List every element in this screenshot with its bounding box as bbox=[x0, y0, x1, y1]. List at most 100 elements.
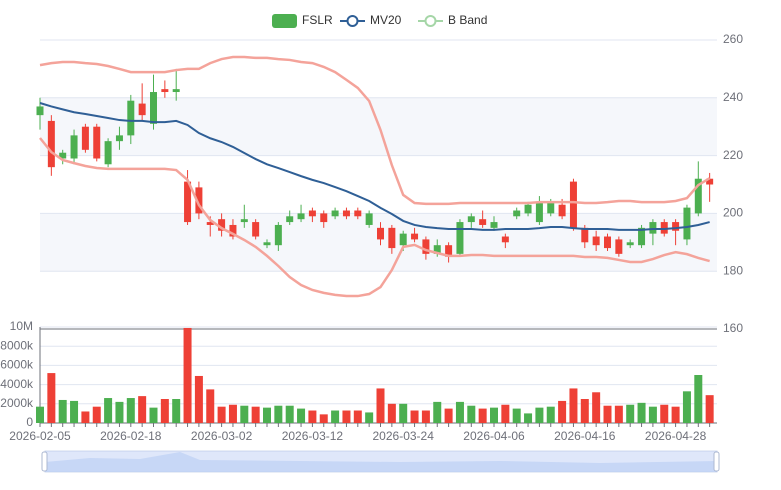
zoom-handle[interactable] bbox=[41, 451, 48, 472]
candle-body bbox=[388, 227, 396, 249]
candle-body bbox=[694, 178, 702, 214]
volume-bar bbox=[592, 392, 601, 423]
candle-body bbox=[138, 103, 146, 116]
x-tick-label: 2026-03-12 bbox=[282, 429, 344, 443]
volume-bar bbox=[467, 405, 476, 423]
zoom-window[interactable] bbox=[45, 451, 717, 472]
legend-label[interactable]: MV20 bbox=[370, 13, 402, 27]
candle-body bbox=[433, 245, 441, 254]
volume-bar bbox=[524, 413, 533, 423]
candle-body bbox=[456, 222, 464, 254]
volume-bar bbox=[478, 408, 487, 423]
volume-bar bbox=[490, 407, 498, 423]
candle-body bbox=[354, 210, 362, 217]
candle-body bbox=[342, 210, 350, 217]
candle-body bbox=[229, 224, 237, 237]
volume-bar bbox=[353, 410, 362, 423]
candle-body bbox=[592, 236, 600, 246]
candle-body bbox=[672, 222, 680, 231]
volume-bar bbox=[138, 396, 147, 423]
volume-tick-label: 8000k bbox=[0, 338, 34, 352]
volume-bar bbox=[603, 405, 612, 423]
candle-body bbox=[524, 204, 532, 214]
volume-bar bbox=[648, 406, 657, 423]
candle-body bbox=[36, 106, 44, 116]
volume-bar bbox=[104, 398, 113, 423]
volume-bar bbox=[263, 407, 271, 423]
legend-label[interactable]: B Band bbox=[448, 13, 487, 27]
volume-bar bbox=[70, 400, 79, 423]
volume-bar bbox=[58, 399, 67, 423]
candle-body bbox=[683, 207, 691, 240]
volume-bar bbox=[297, 408, 306, 423]
volume-bar bbox=[558, 400, 567, 423]
volume-bar bbox=[694, 375, 703, 423]
candle-body bbox=[377, 227, 384, 240]
candle-body bbox=[127, 100, 135, 136]
band-lower bbox=[39, 137, 710, 298]
candle-body bbox=[184, 181, 192, 223]
volume-bar bbox=[580, 399, 589, 423]
candle-body bbox=[81, 126, 89, 150]
volume-bar bbox=[160, 399, 169, 423]
candle-body bbox=[104, 141, 112, 165]
candle-body bbox=[59, 152, 67, 159]
candle-body bbox=[399, 233, 407, 246]
candle-body bbox=[252, 222, 260, 237]
candle-body bbox=[70, 135, 78, 159]
volume-bar bbox=[501, 404, 510, 423]
candle-body bbox=[150, 92, 157, 124]
volume-bar bbox=[47, 373, 56, 423]
volume-bar bbox=[149, 407, 158, 423]
volume-bar bbox=[206, 389, 215, 423]
candle-body bbox=[218, 219, 226, 231]
legend-label[interactable]: FSLR bbox=[302, 13, 333, 27]
volume-bar bbox=[569, 388, 578, 423]
y-tick-label: 260 bbox=[723, 32, 743, 46]
candle-body bbox=[604, 236, 611, 249]
candle-body bbox=[263, 242, 271, 246]
volume-bar bbox=[614, 405, 623, 423]
volume-bar bbox=[308, 410, 317, 423]
legend-icon bbox=[272, 14, 297, 28]
volume-bar bbox=[285, 405, 294, 423]
volume-bar bbox=[365, 412, 374, 423]
x-tick-label: 2026-02-05 bbox=[9, 429, 71, 443]
volume-bar bbox=[387, 403, 396, 423]
band-upper bbox=[39, 55, 711, 206]
volume-bar bbox=[455, 401, 464, 423]
candle-body bbox=[161, 89, 169, 93]
candle-body bbox=[569, 181, 577, 228]
y-tick-label: 240 bbox=[723, 90, 743, 104]
candle-body bbox=[115, 135, 123, 142]
x-tick-label: 2026-04-06 bbox=[463, 429, 525, 443]
candle-body bbox=[581, 227, 589, 243]
volume-bar bbox=[126, 398, 135, 423]
candle-body bbox=[274, 224, 282, 246]
volume-bar bbox=[331, 410, 340, 423]
candle-body bbox=[558, 204, 566, 217]
zoom-overview bbox=[45, 452, 717, 472]
candle-body bbox=[47, 120, 55, 168]
volume-bar bbox=[319, 414, 328, 423]
volume-bar bbox=[637, 402, 646, 423]
volume-bar bbox=[92, 406, 101, 423]
volume-tick-label: 6000k bbox=[0, 358, 34, 372]
volume-bar bbox=[115, 401, 124, 423]
candle-body bbox=[649, 222, 657, 234]
candle-body bbox=[172, 89, 180, 93]
zoom-handle[interactable] bbox=[713, 451, 720, 472]
candle-body bbox=[422, 239, 430, 254]
volume-bar bbox=[172, 399, 181, 423]
candle-body bbox=[308, 210, 316, 217]
volume-bar bbox=[183, 327, 192, 423]
candle-body bbox=[195, 187, 203, 214]
x-tick-label: 2026-03-02 bbox=[191, 429, 253, 443]
volume-bar bbox=[660, 404, 669, 423]
volume-bar bbox=[626, 404, 635, 423]
volume-bar bbox=[376, 388, 385, 423]
candle-body bbox=[411, 233, 419, 240]
candle-body bbox=[240, 219, 248, 223]
volume-bar bbox=[433, 401, 442, 423]
